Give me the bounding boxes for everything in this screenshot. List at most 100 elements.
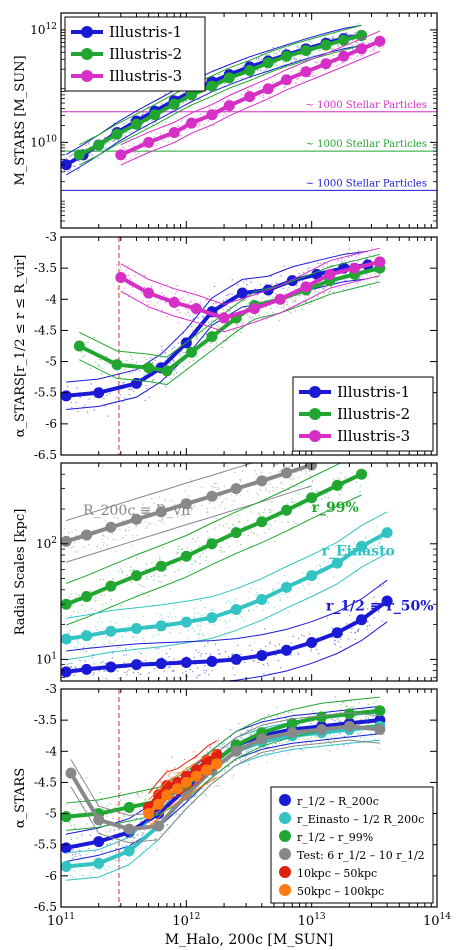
data-point bbox=[281, 50, 293, 62]
data-point bbox=[61, 598, 72, 610]
series-2 bbox=[115, 30, 386, 166]
legend-label: Test: 6 r_1/2 – 10 r_1/2 bbox=[297, 849, 425, 862]
data-point bbox=[105, 521, 117, 533]
lower-envelope bbox=[120, 50, 381, 166]
data-point bbox=[171, 783, 183, 795]
data-point bbox=[61, 159, 72, 171]
data-point bbox=[311, 268, 323, 280]
data-point bbox=[130, 570, 142, 582]
series-5 bbox=[143, 749, 223, 828]
data-point bbox=[190, 303, 202, 315]
data-point bbox=[256, 475, 268, 487]
data-point bbox=[331, 627, 343, 639]
data-point bbox=[286, 275, 298, 287]
data-point bbox=[161, 789, 173, 801]
y-tick-label: -5.5 bbox=[34, 386, 57, 400]
data-point bbox=[115, 271, 127, 283]
x-tick-label: 1011 bbox=[47, 912, 75, 929]
data-point bbox=[320, 39, 332, 51]
y-tick-label: -4.5 bbox=[34, 775, 57, 789]
data-point bbox=[236, 287, 248, 299]
upper-envelope bbox=[66, 511, 388, 619]
data-point bbox=[356, 43, 368, 55]
data-point bbox=[168, 98, 180, 110]
data-point bbox=[256, 733, 268, 745]
data-point bbox=[73, 340, 85, 352]
x-tick-label: 1013 bbox=[298, 912, 326, 929]
legend-box bbox=[270, 786, 434, 904]
legend-marker bbox=[309, 386, 321, 398]
data-point bbox=[286, 727, 298, 739]
legend-marker bbox=[81, 48, 93, 60]
particle-limit-label: ~ 1000 Stellar Particles bbox=[306, 178, 427, 189]
series-2 bbox=[61, 511, 393, 661]
data-point bbox=[153, 789, 165, 801]
y-axis-label: M_STARS [M_SUN] bbox=[13, 55, 28, 185]
legend-marker bbox=[279, 830, 291, 842]
legend-label: Illustris-1 bbox=[109, 23, 182, 41]
data-point bbox=[374, 723, 386, 735]
legend: Illustris-1 Illustris-2 Illustris-3 bbox=[292, 376, 434, 452]
y-tick-label: 1012 bbox=[30, 22, 57, 37]
data-point bbox=[180, 616, 192, 628]
legend-label: Illustris-2 bbox=[337, 405, 410, 423]
data-point bbox=[218, 312, 230, 324]
data-point bbox=[356, 468, 368, 480]
data-point bbox=[230, 527, 242, 539]
y-tick-label: -4 bbox=[45, 744, 57, 758]
lower-envelope bbox=[220, 621, 388, 681]
data-point bbox=[93, 857, 105, 869]
legend: Illustris-1 Illustris-2 Illustris-3 bbox=[64, 16, 206, 92]
data-point bbox=[343, 708, 355, 720]
y-tick-label: -4 bbox=[45, 292, 57, 306]
legend-label: Illustris-3 bbox=[337, 427, 410, 445]
y-tick-label: 102 bbox=[36, 536, 57, 551]
data-point bbox=[230, 653, 242, 665]
data-point bbox=[338, 50, 350, 62]
data-point bbox=[381, 595, 393, 607]
data-point bbox=[281, 581, 293, 593]
series-3 bbox=[65, 712, 386, 844]
data-point bbox=[130, 513, 142, 525]
series-inline-label: r_Einasto bbox=[322, 544, 395, 560]
y-axis-label: Radial Scales [kpc] bbox=[13, 509, 28, 636]
data-point bbox=[130, 659, 142, 671]
lower-envelope bbox=[66, 494, 362, 626]
lower-envelope bbox=[79, 281, 381, 386]
y-tick-label: -5.5 bbox=[34, 838, 57, 852]
data-point bbox=[281, 644, 293, 656]
y-tick-label: 1010 bbox=[30, 134, 57, 149]
data-point bbox=[374, 256, 386, 268]
series-1 bbox=[73, 253, 386, 386]
data-point bbox=[306, 636, 318, 648]
x-axis-label: M_Halo, 200c [M_SUN] bbox=[165, 932, 334, 948]
data-point bbox=[130, 622, 142, 634]
data-point bbox=[356, 614, 368, 626]
data-point bbox=[105, 580, 117, 592]
data-point bbox=[230, 483, 242, 495]
panel-mstars: ~ 1000 Stellar Particles ~ 1000 Stellar P… bbox=[13, 12, 438, 229]
data-point bbox=[73, 149, 85, 161]
series-inline-label: r_1/2 ≡ r_50% bbox=[326, 599, 434, 615]
data-point bbox=[206, 80, 218, 92]
x-tick-label: 1014 bbox=[423, 912, 451, 929]
lower-envelope bbox=[70, 739, 380, 844]
data-point bbox=[256, 516, 268, 528]
data-point bbox=[81, 529, 93, 541]
data-point bbox=[186, 346, 198, 358]
legend-marker bbox=[279, 812, 291, 824]
lower-envelope bbox=[66, 552, 388, 661]
data-point bbox=[153, 808, 165, 820]
y-tick-label: -5 bbox=[45, 355, 57, 369]
data-point bbox=[244, 64, 256, 76]
data-point bbox=[300, 66, 312, 78]
legend-marker bbox=[279, 794, 291, 806]
data-point bbox=[230, 604, 242, 616]
y-axis-label: α_STARS bbox=[13, 768, 28, 828]
data-point bbox=[65, 767, 77, 779]
data-point bbox=[186, 117, 198, 129]
data-point bbox=[155, 560, 167, 572]
data-point bbox=[249, 303, 261, 315]
